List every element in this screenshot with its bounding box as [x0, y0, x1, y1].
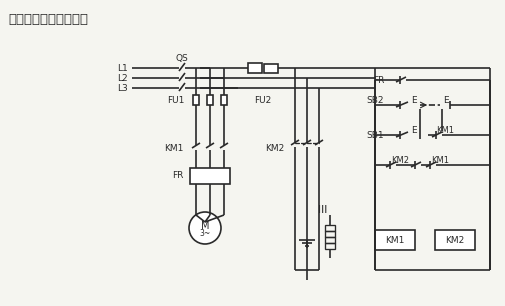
Bar — [434, 230, 474, 250]
Text: 3~: 3~ — [199, 229, 210, 237]
Text: FU1: FU1 — [167, 95, 185, 105]
Text: KM1: KM1 — [430, 155, 448, 165]
Bar — [324, 237, 334, 243]
Text: FR: FR — [373, 76, 384, 84]
Text: L2: L2 — [117, 73, 128, 83]
Text: 电磁抱闸通电制动接线: 电磁抱闸通电制动接线 — [8, 13, 88, 26]
Text: SB2: SB2 — [366, 95, 383, 105]
Bar — [374, 230, 414, 250]
Bar — [189, 168, 230, 184]
Text: KM2: KM2 — [390, 155, 408, 165]
Circle shape — [189, 212, 221, 244]
Text: E: E — [411, 125, 416, 135]
Text: KM1: KM1 — [164, 144, 184, 152]
Text: KM1: KM1 — [435, 125, 453, 135]
Text: FR: FR — [172, 170, 184, 180]
Bar — [324, 243, 334, 249]
Text: FU2: FU2 — [254, 95, 271, 105]
Text: KM2: KM2 — [264, 144, 283, 152]
Text: SB1: SB1 — [366, 130, 383, 140]
Bar — [247, 63, 262, 73]
Text: lll: lll — [318, 205, 327, 215]
Bar — [324, 225, 334, 231]
Text: KM2: KM2 — [444, 236, 464, 244]
Bar — [207, 95, 213, 105]
Text: QS: QS — [175, 54, 188, 62]
Text: L1: L1 — [117, 64, 128, 73]
Bar — [221, 95, 227, 105]
Text: E: E — [442, 95, 448, 105]
Text: M: M — [200, 221, 209, 231]
Text: L3: L3 — [117, 84, 128, 92]
Text: KM1: KM1 — [384, 236, 404, 244]
Text: E: E — [411, 95, 416, 105]
Bar — [324, 231, 334, 237]
Bar — [192, 95, 198, 105]
Bar — [264, 64, 277, 73]
